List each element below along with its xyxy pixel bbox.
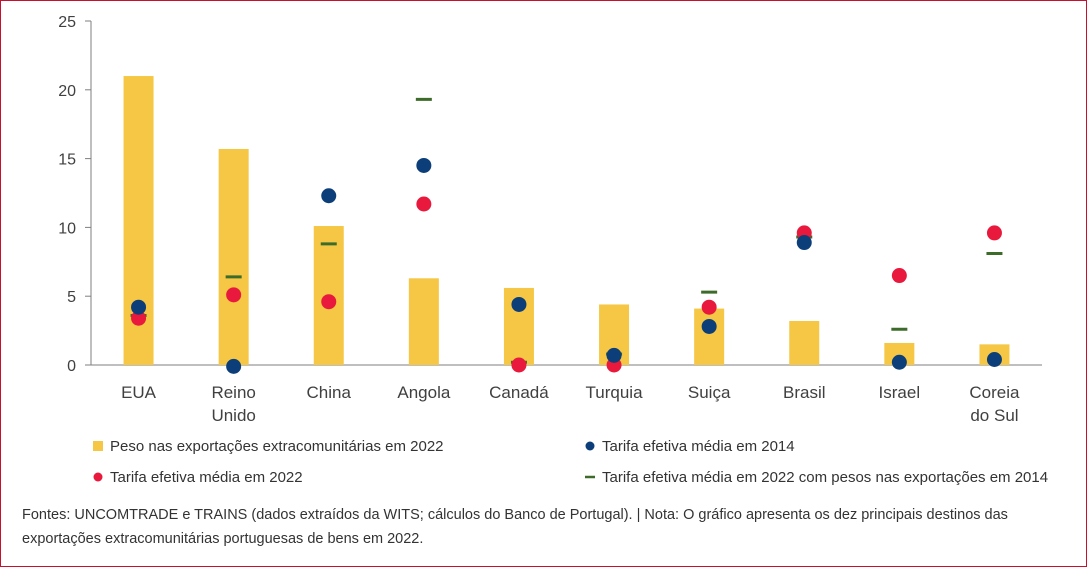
point-2014 <box>226 358 242 374</box>
bar <box>218 148 249 365</box>
point-2022 <box>131 310 147 326</box>
point-2022 <box>416 196 432 212</box>
y-tick-label: 10 <box>58 220 76 237</box>
point-2014 <box>891 354 907 370</box>
point-2014 <box>796 235 812 251</box>
point-2022 <box>226 287 242 303</box>
legend-label: Tarifa efetiva média em 2022 com pesos n… <box>602 469 1048 486</box>
point-2014 <box>606 347 622 363</box>
y-tick-label: 5 <box>67 289 76 306</box>
point-2022 <box>891 268 907 284</box>
x-tick-label: Brasil <box>783 383 826 402</box>
x-tick-label: Canadá <box>489 383 549 402</box>
bar <box>789 320 820 365</box>
x-tick-label: Unido <box>211 406 255 425</box>
legend-label: Tarifa efetiva média em 2014 <box>602 438 795 455</box>
y-tick-label: 0 <box>67 358 76 375</box>
point-2014 <box>131 299 147 315</box>
legend-swatch-dot <box>585 441 595 451</box>
bar <box>694 308 725 365</box>
legend-swatch-bar <box>93 441 103 451</box>
chart: 0 5 10 15 20 25 EUA Reino Unido China Angola Canadá… <box>58 14 1048 486</box>
x-tick-label: China <box>307 383 352 402</box>
x-tick-label: Israel <box>879 383 921 402</box>
bar <box>884 342 915 365</box>
y-tick-label: 25 <box>58 14 76 31</box>
point-2022 <box>321 294 337 310</box>
point-2022 <box>986 225 1002 241</box>
x-tick-label: Angola <box>397 383 450 402</box>
point-2014 <box>701 318 717 334</box>
y-tick-label: 20 <box>58 83 76 100</box>
y-tick-label: 15 <box>58 152 76 169</box>
point-2022 <box>701 299 717 315</box>
legend-label: Tarifa efetiva média em 2022 <box>110 469 303 486</box>
point-2014 <box>416 157 432 173</box>
point-2014 <box>511 296 527 312</box>
x-tick-label: Coreia <box>969 383 1020 402</box>
x-tick-label: do Sul <box>970 406 1018 425</box>
bar <box>408 278 439 365</box>
x-tick-label: Reino <box>211 383 255 402</box>
footnote: Fontes: UNCOMTRADE e TRAINS (dados extra… <box>22 507 1008 547</box>
x-tick-label: Suiça <box>688 383 731 402</box>
point-2014 <box>986 351 1002 367</box>
x-tick-label: EUA <box>121 383 157 402</box>
x-tick-label: Turquia <box>586 383 644 402</box>
legend-swatch-dot <box>93 472 103 482</box>
point-2022 <box>511 357 527 373</box>
legend-label: Peso nas exportações extracomunitárias e… <box>110 438 444 455</box>
point-2014 <box>321 188 337 204</box>
